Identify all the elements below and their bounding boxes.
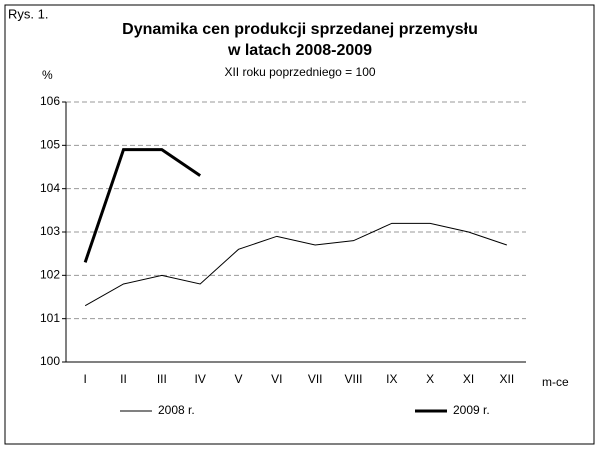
y-tick-label: 105: [40, 138, 60, 152]
chart-title: w latach 2008-2009: [227, 42, 372, 59]
figure-label: Rys. 1.: [8, 6, 48, 21]
legend-label: 2009 r.: [453, 403, 490, 417]
y-tick-label: 100: [40, 354, 60, 368]
x-tick-label: X: [426, 372, 434, 386]
x-tick-label: VII: [308, 372, 323, 386]
x-tick-label: XII: [499, 372, 514, 386]
line-series: [83, 148, 202, 263]
x-tick-label: IX: [386, 372, 397, 386]
y-tick-label: 106: [40, 94, 60, 108]
x-tick-label: VIII: [344, 372, 362, 386]
chart-title: Dynamika cen produkcji sprzedanej przemy…: [122, 21, 478, 38]
y-axis-label: %: [42, 68, 53, 82]
y-tick-label: 103: [40, 224, 60, 238]
x-tick-label: IV: [194, 372, 205, 386]
x-tick-label: III: [157, 372, 167, 386]
x-axis-label: m-ce: [542, 375, 569, 389]
y-tick-label: 104: [40, 181, 60, 195]
y-tick-label: 101: [40, 311, 60, 325]
line-series: [84, 222, 507, 307]
x-tick-label: V: [234, 372, 242, 386]
legend-label: 2008 r.: [158, 403, 195, 417]
y-tick-label: 102: [40, 268, 60, 282]
x-tick-label: I: [83, 372, 86, 386]
x-tick-label: II: [120, 372, 127, 386]
chart-subtitle: XII roku poprzedniego = 100: [224, 65, 375, 79]
x-tick-label: XI: [463, 372, 474, 386]
x-tick-label: VI: [271, 372, 282, 386]
chart-border: [4, 4, 595, 445]
